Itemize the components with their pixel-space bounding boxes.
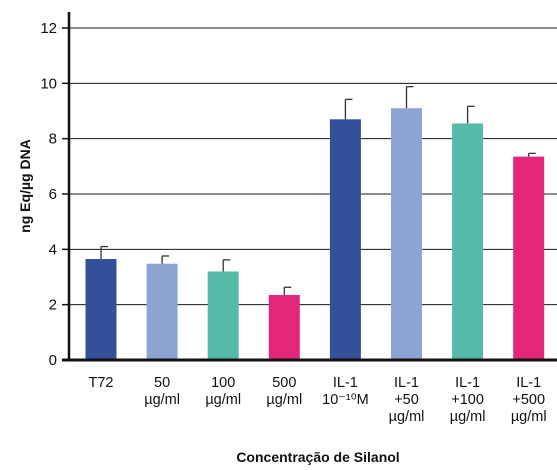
x-category-label-line: 10⁻¹⁰M xyxy=(322,392,369,408)
x-category-label: T72 xyxy=(89,375,114,391)
x-category-label-line: T72 xyxy=(89,375,114,391)
y-tick-label: 4 xyxy=(49,241,57,258)
y-tick-label: 0 xyxy=(49,352,57,369)
axes xyxy=(62,12,557,362)
gridlines xyxy=(69,27,557,306)
x-category-label-line: IL-1 xyxy=(394,375,419,391)
bar xyxy=(268,294,300,360)
x-category-label-line: µg/ml xyxy=(389,409,425,425)
y-tick-label: 12 xyxy=(40,20,57,37)
bar xyxy=(85,259,117,360)
x-category-label-line: µg/ml xyxy=(205,392,241,408)
y-tick-label: 6 xyxy=(49,186,57,203)
x-category-label-line: µg/ml xyxy=(144,392,180,408)
x-category-label: IL-1 +500 µg/ml xyxy=(511,375,547,425)
x-category-label-line: IL-1 xyxy=(455,375,480,391)
y-tick-labels: 0 2 4 6 8 10 12 xyxy=(40,20,57,369)
y-tick-label: 2 xyxy=(49,297,57,314)
x-axis-title: Concentração de Silanol xyxy=(236,449,399,465)
y-tick-label: 10 xyxy=(40,75,57,92)
x-category-label-line: +500 xyxy=(512,392,545,408)
y-axis-title: ng Eq/µg DNA xyxy=(17,139,33,233)
x-category-label-line: µg/ml xyxy=(511,409,547,425)
y-tick-label: 8 xyxy=(49,131,57,148)
x-category-label-line: µg/ml xyxy=(266,392,302,408)
x-category-label: 100 µg/ml xyxy=(205,375,241,408)
x-category-label-line: 50 xyxy=(154,375,170,391)
x-category-label-line: +50 xyxy=(394,392,419,408)
x-category-label-line: 500 xyxy=(272,375,296,391)
x-category-label-line: 100 xyxy=(211,375,235,391)
x-category-label-line: IL-1 xyxy=(516,375,541,391)
bar xyxy=(452,123,484,360)
x-category-label: 500 µg/ml xyxy=(266,375,302,408)
bar xyxy=(329,119,361,360)
x-category-label: IL-1 +100 µg/ml xyxy=(450,375,486,425)
x-category-label-line: +100 xyxy=(451,392,484,408)
x-category-label: IL-1 10⁻¹⁰M xyxy=(322,375,369,408)
bar xyxy=(391,108,422,360)
x-category-label: 50 µg/ml xyxy=(144,375,180,408)
bar xyxy=(146,263,178,360)
x-category-label-line: µg/ml xyxy=(450,409,486,425)
bar xyxy=(207,271,239,360)
x-category-label-line: IL-1 xyxy=(333,375,358,391)
bars xyxy=(85,108,545,360)
error-bars xyxy=(100,86,536,295)
x-category-label: IL-1 +50 µg/ml xyxy=(389,375,425,425)
bar xyxy=(513,156,545,360)
